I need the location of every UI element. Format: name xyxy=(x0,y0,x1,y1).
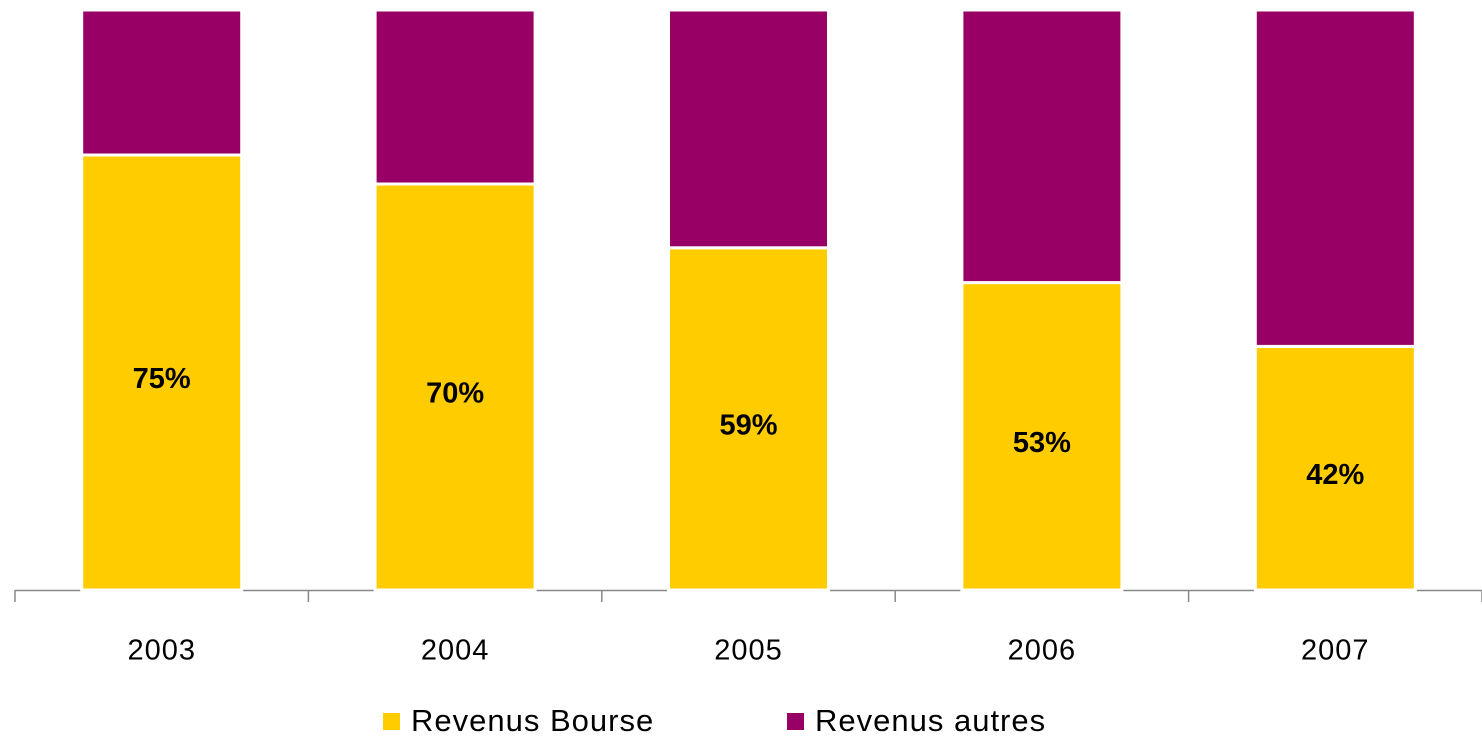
x-tick-label: 2007 xyxy=(1301,635,1370,667)
x-tick-label: 2006 xyxy=(1008,635,1077,667)
data-label: 70% xyxy=(426,378,484,410)
data-label: 53% xyxy=(1013,427,1071,459)
legend-swatch xyxy=(787,713,804,730)
data-label: 59% xyxy=(719,410,777,442)
bar-segment xyxy=(80,153,244,592)
bar-segment xyxy=(667,246,830,592)
bar-segment xyxy=(1253,8,1417,348)
legend-swatch xyxy=(383,713,400,730)
legend-label: Revenus autres xyxy=(815,703,1046,738)
x-tick-label: 2004 xyxy=(421,635,490,667)
bar-segment xyxy=(373,8,537,186)
x-tick-label: 2003 xyxy=(127,635,196,667)
bar-segment xyxy=(667,8,830,250)
data-label: 75% xyxy=(133,363,191,395)
x-tick-label: 2005 xyxy=(714,635,783,667)
bar-segment xyxy=(373,182,537,592)
data-label: 42% xyxy=(1306,459,1364,491)
bar-segment xyxy=(960,8,1124,285)
bar-segment xyxy=(80,8,244,157)
bar-segment xyxy=(1253,344,1417,592)
legend-label: Revenus Bourse xyxy=(411,703,654,738)
